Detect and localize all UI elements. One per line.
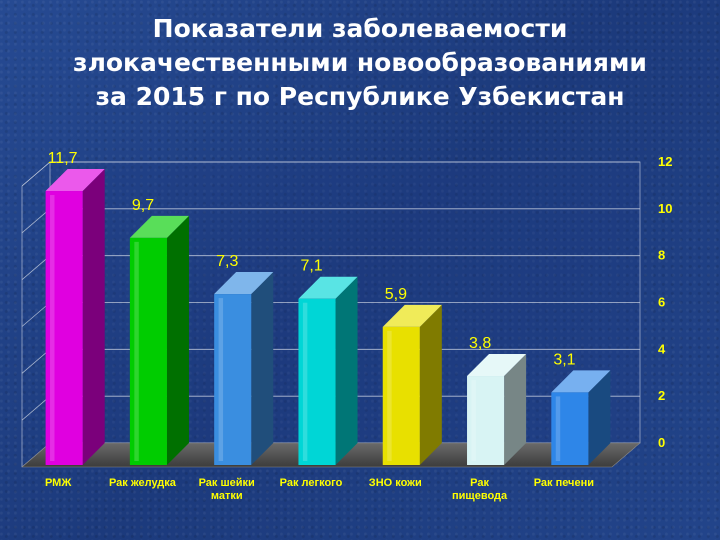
bar-front <box>467 376 505 465</box>
value-label: 7,1 <box>300 258 322 275</box>
title-line: злокачественными новообразованиями <box>73 48 647 77</box>
bar-top <box>467 354 527 377</box>
value-label: 5,9 <box>385 286 407 303</box>
bar-side <box>419 304 442 465</box>
bar-side <box>504 354 527 465</box>
y-tick-label: 2 <box>658 388 665 403</box>
value-label: 3,8 <box>469 335 491 352</box>
bar-top <box>214 272 274 295</box>
bar <box>382 304 442 465</box>
gridline-side <box>21 161 51 187</box>
bar-front <box>298 298 336 465</box>
bar-top <box>298 276 358 299</box>
bar-highlight <box>471 380 476 461</box>
bar-front <box>129 237 167 465</box>
bar-highlight <box>218 298 224 461</box>
y-tick-label: 4 <box>658 341 666 356</box>
bar-front <box>551 392 589 465</box>
gridline-side <box>21 302 51 327</box>
bar <box>129 215 189 465</box>
x-tick-label: Рак легкого <box>280 477 343 489</box>
bar-front <box>382 326 420 465</box>
x-tick-label: Рак желудка <box>109 477 177 489</box>
y-tick-label: 12 <box>658 154 672 169</box>
value-label: 9,7 <box>132 197 154 214</box>
y-axis: 0 2 4 6 8 10 12 <box>658 154 672 450</box>
y-tick-label: 0 <box>658 435 665 450</box>
gridline-side <box>21 395 51 421</box>
x-tick-label: матки <box>211 490 243 502</box>
x-tick-label: ЗНО кожи <box>369 477 422 489</box>
value-labels: 11,7 9,7 7,3 7,1 5,9 3,8 3,1 <box>48 150 576 368</box>
bar-side <box>335 276 358 465</box>
slide-title: Показатели заболеваемости злокачественны… <box>0 12 720 114</box>
x-tick-label: Рак печени <box>534 477 594 489</box>
bar <box>551 370 611 465</box>
y-tick-label: 8 <box>658 248 665 263</box>
bar-highlight <box>50 195 55 461</box>
bar-front <box>214 294 252 465</box>
bar-side <box>166 215 189 465</box>
bar-side <box>588 370 611 465</box>
gridline-side <box>21 349 51 374</box>
bar-highlight <box>387 330 392 461</box>
bar-highlight <box>302 302 308 461</box>
bar-highlight <box>134 241 139 461</box>
bar <box>45 169 105 465</box>
x-tick-label: Рак <box>470 477 489 489</box>
y-tick-label: 10 <box>658 201 672 216</box>
bar-front <box>45 191 83 465</box>
bar-top <box>129 215 189 238</box>
title-line: Показатели заболеваемости <box>152 14 568 43</box>
bar-top <box>551 370 611 393</box>
gridline-side <box>21 208 51 234</box>
bar-side <box>251 272 274 465</box>
value-label: 11,7 <box>48 150 78 167</box>
title-line: за 2015 г по Республике Узбекистан <box>95 82 625 111</box>
value-label: 7,3 <box>216 253 238 270</box>
bar-top <box>382 304 442 327</box>
bar <box>467 354 527 465</box>
x-tick-label: пищевода <box>452 490 508 502</box>
value-label: 3,1 <box>553 351 575 368</box>
bar-top <box>45 169 105 192</box>
x-tick-label: Рак шейки <box>199 477 255 489</box>
bar-side <box>82 169 105 465</box>
bar <box>298 276 358 465</box>
y-tick-label: 6 <box>658 295 665 310</box>
x-tick-label: РМЖ <box>45 477 71 489</box>
bar <box>214 272 274 465</box>
bar-highlight <box>555 396 561 461</box>
gridline-side <box>21 255 51 280</box>
bars <box>45 169 611 465</box>
